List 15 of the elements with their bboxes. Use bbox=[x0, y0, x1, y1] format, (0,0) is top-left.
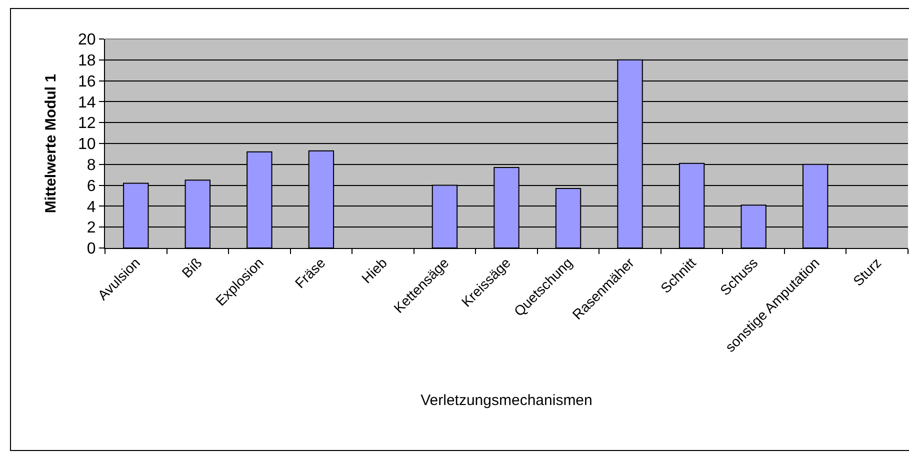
y-tick-label: 10 bbox=[78, 136, 96, 154]
y-tick-label: 4 bbox=[86, 198, 96, 216]
y-tick-label: 12 bbox=[78, 115, 96, 132]
y-tick-label: 16 bbox=[78, 73, 96, 90]
y-axis-title: Mittelwerte Modul 1 bbox=[42, 74, 60, 214]
x-tick-label: Biß bbox=[178, 254, 205, 281]
y-tick-label: 8 bbox=[86, 157, 96, 174]
x-tick-label: Hieb bbox=[358, 254, 390, 286]
x-axis-title: Verletzungsmechanismen bbox=[420, 392, 592, 410]
y-tick-label: 18 bbox=[78, 52, 96, 70]
y-tick-label: 0 bbox=[86, 240, 96, 258]
y-tick-label: 20 bbox=[78, 32, 96, 49]
y-tick-label: 14 bbox=[78, 94, 96, 112]
y-tick-label: 6 bbox=[86, 178, 96, 195]
y-tick-label: 2 bbox=[86, 220, 96, 237]
